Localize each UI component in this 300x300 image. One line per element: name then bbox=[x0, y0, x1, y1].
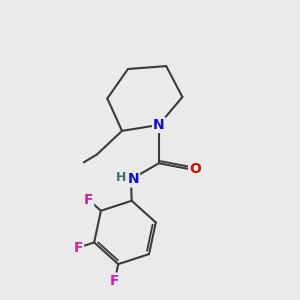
Text: F: F bbox=[74, 241, 83, 255]
Text: N: N bbox=[128, 172, 139, 186]
Text: F: F bbox=[110, 274, 119, 287]
Text: F: F bbox=[84, 193, 93, 206]
Text: N: N bbox=[153, 118, 165, 132]
Text: H: H bbox=[116, 172, 127, 184]
Text: O: O bbox=[189, 162, 201, 176]
